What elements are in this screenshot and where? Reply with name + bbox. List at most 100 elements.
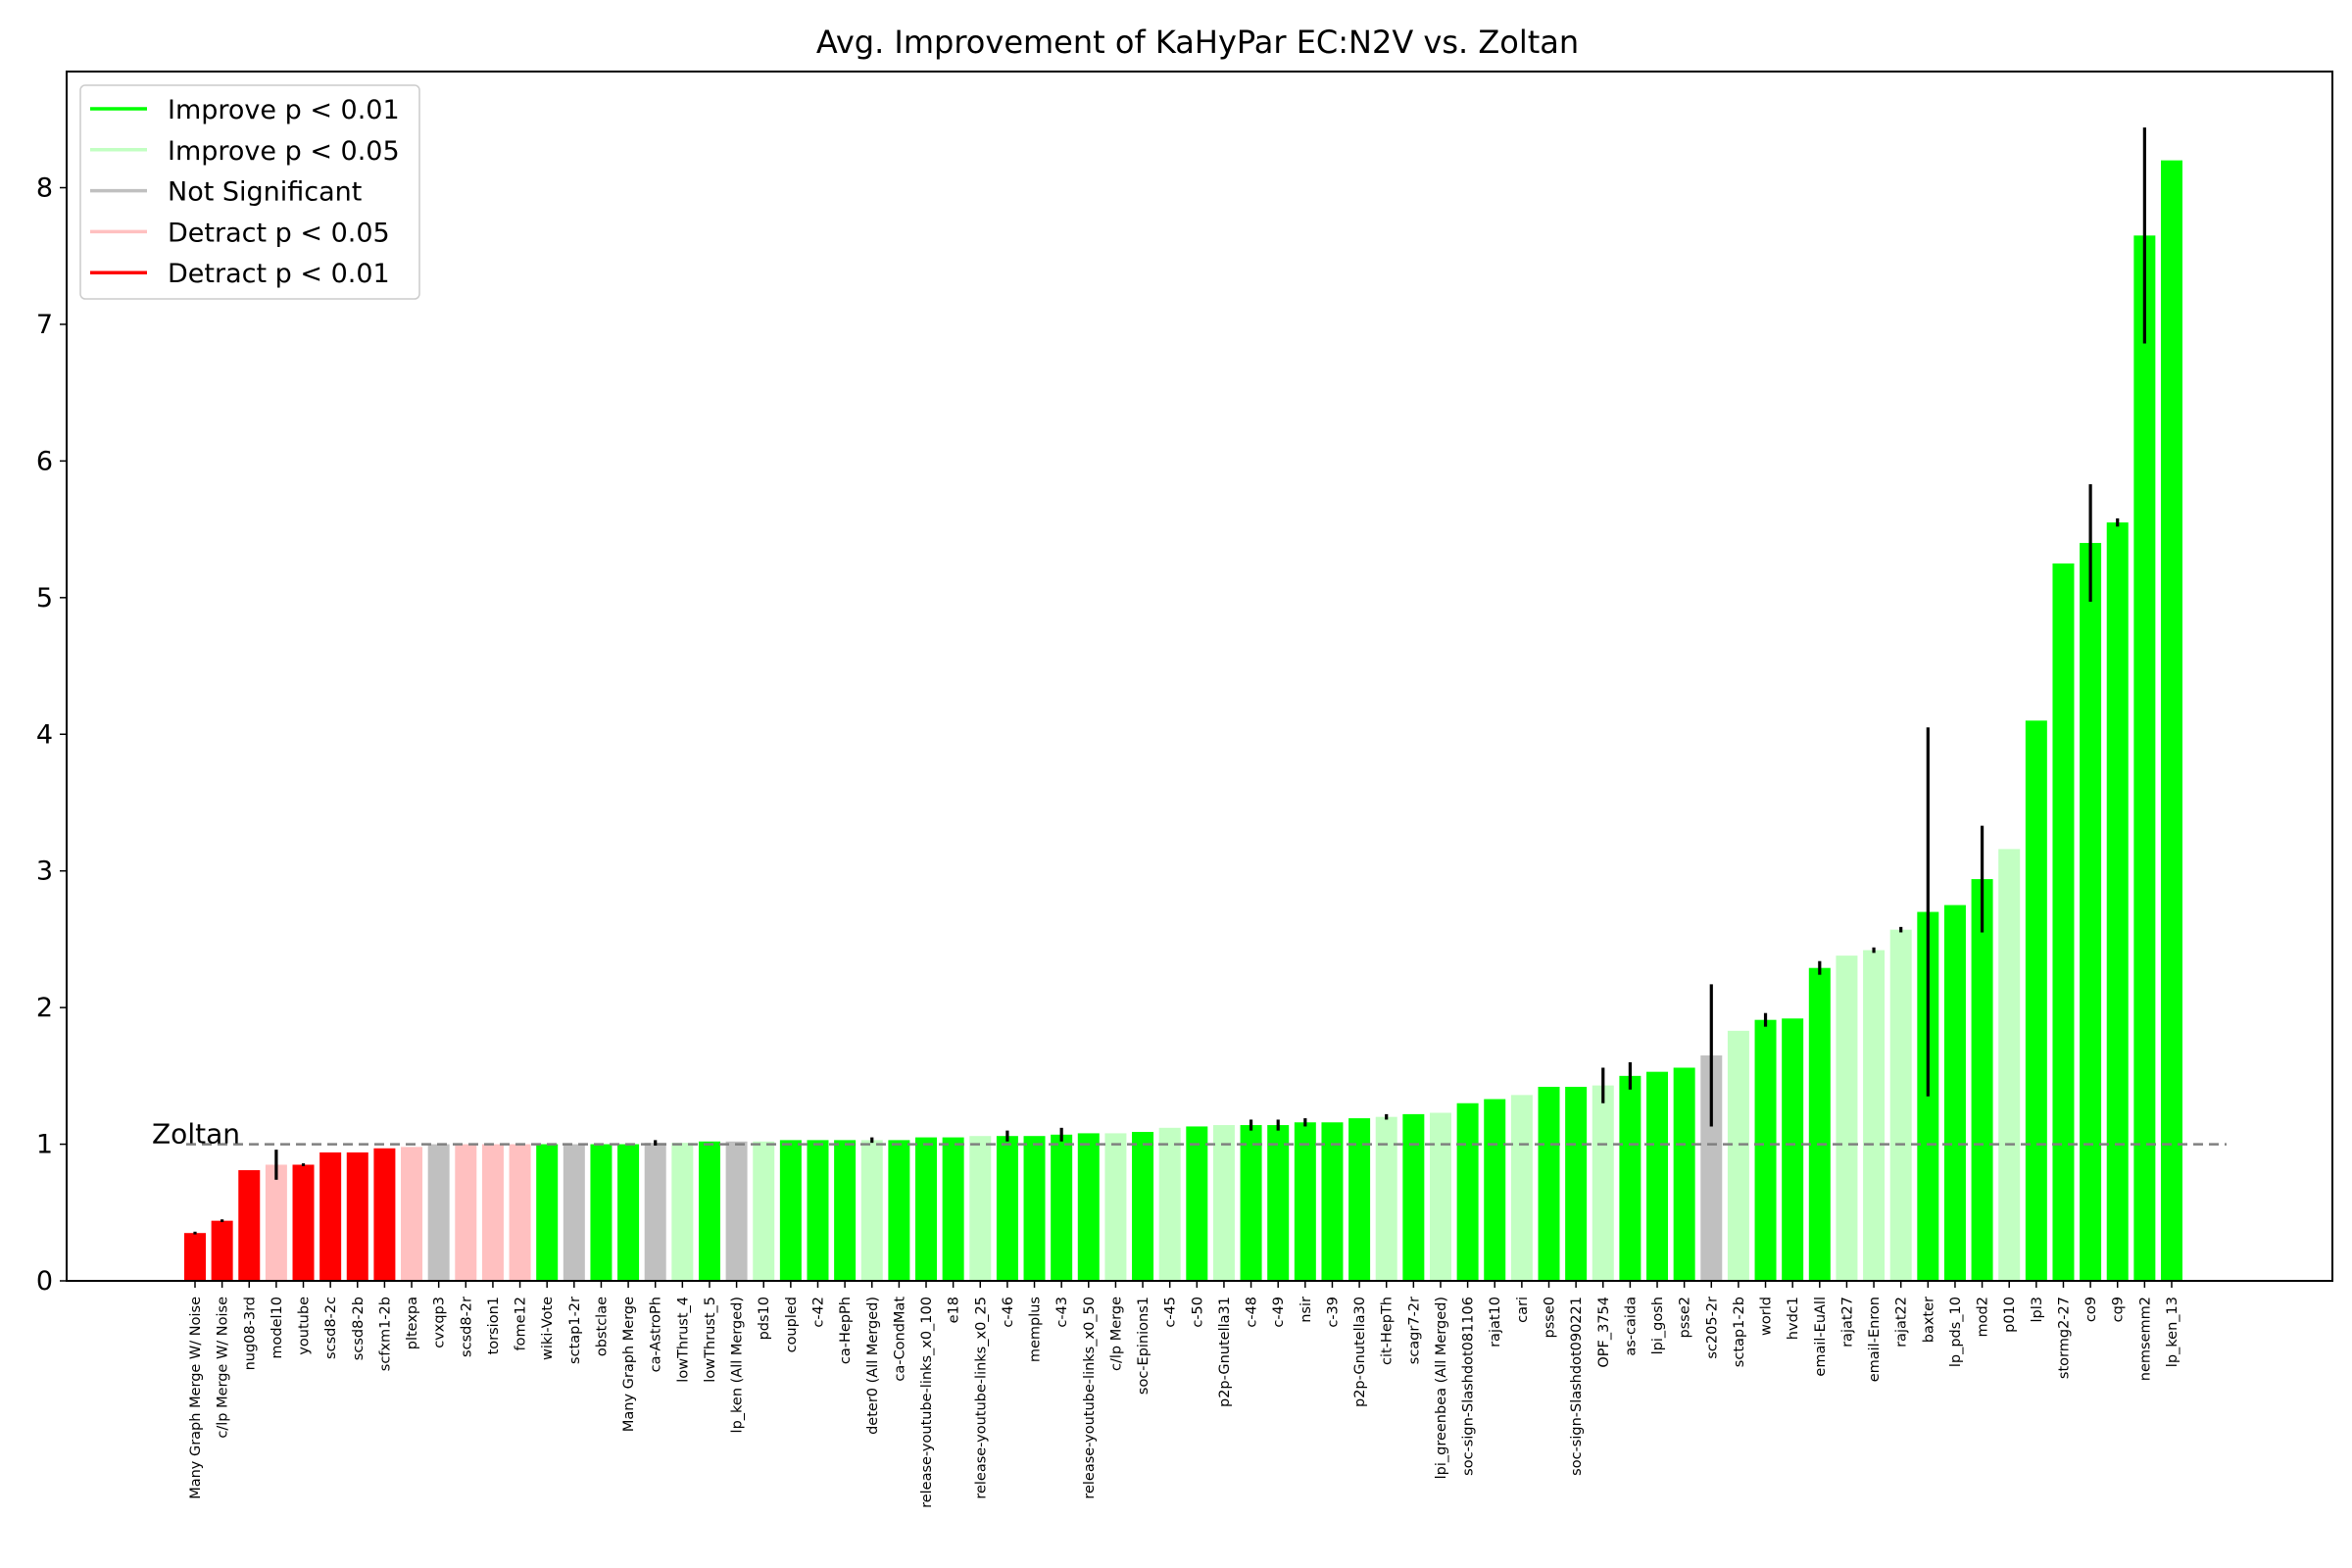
bar [969,1136,992,1281]
x-tick-label: release-youtube-links_x0_100 [919,1297,935,1508]
bar [834,1140,857,1281]
bar [1754,1019,1777,1281]
bar [942,1137,964,1281]
x-axis: Many Graph Merge W/ Noise c/lp Merge W/ N… [188,1281,2180,1508]
bar [1727,1030,1749,1281]
bar [915,1137,938,1281]
bar [1538,1087,1560,1281]
bar [2025,720,2047,1281]
x-tick-label: Many Graph Merge [621,1297,637,1432]
bar [1700,1054,1723,1281]
x-tick-label: c-39 [1325,1297,1341,1328]
legend-label: Not Significant [168,177,362,208]
bar [807,1140,829,1281]
x-tick-label: ca-HepPh [838,1297,854,1364]
bar [1402,1113,1425,1281]
bar [2052,563,2075,1281]
bar [1592,1085,1614,1281]
bar [1484,1099,1506,1281]
x-tick-label: scfxm1-2b [377,1297,393,1371]
bar [2106,522,2129,1281]
bar [1051,1134,1073,1281]
x-tick-label: soc-sign-Slashdot090221 [1569,1297,1585,1476]
x-tick-label: pltexpa [405,1297,420,1349]
bar [1294,1122,1316,1281]
bar [1782,1018,1804,1281]
x-tick-label: release-youtube-links_x0_50 [1082,1297,1098,1499]
x-tick-label: email-EuAll [1813,1297,1829,1377]
x-tick-label: rajat10 [1488,1297,1503,1348]
x-tick-label: c/lp Merge W/ Noise [216,1297,231,1439]
y-tick-label: 0 [36,1266,53,1297]
x-tick-label: deter0 (All Merged) [865,1297,881,1435]
bar [1673,1067,1695,1281]
bar [1998,849,2021,1281]
x-tick-label: c-45 [1163,1297,1179,1328]
x-tick-label: psse2 [1678,1297,1693,1338]
bar [563,1144,585,1281]
x-tick-label: cit-HepTh [1380,1297,1396,1365]
bar [1943,905,1966,1281]
x-tick-label: nemsemm2 [2137,1297,2153,1381]
x-tick-label: ca-CondMat [892,1297,907,1382]
bar [1321,1122,1344,1281]
x-tick-label: p010 [2002,1297,2018,1333]
x-tick-label: c-50 [1190,1297,1205,1328]
x-tick-label: lp_pds_10 [1948,1297,1964,1367]
x-tick-label: c-43 [1054,1297,1070,1328]
bar [238,1170,261,1281]
x-tick-label: ca-AstroPh [649,1297,664,1372]
x-tick-label: scsd8-2r [459,1297,474,1357]
bar [1158,1127,1181,1281]
bar [481,1144,504,1281]
x-tick-label: co9 [2083,1297,2099,1322]
x-tick-label: lpl3 [2030,1297,2045,1323]
x-tick-label: nsir [1298,1297,1314,1323]
x-tick-label: as-caida [1623,1297,1639,1356]
bar [292,1164,315,1281]
bar [779,1140,802,1281]
bar [1104,1133,1127,1281]
y-tick-label: 3 [36,857,53,887]
bar [1889,929,1912,1281]
bar [1212,1125,1235,1281]
bar [725,1141,748,1281]
x-tick-label: psse0 [1543,1297,1558,1338]
x-tick-label: torsion1 [486,1297,502,1354]
bar [1077,1133,1100,1281]
x-tick-label: c-49 [1271,1297,1287,1328]
x-tick-label: e18 [947,1297,962,1323]
reference-layer: Zoltan [152,1118,2227,1151]
bar [860,1140,883,1281]
bar [1565,1087,1588,1281]
y-tick-label: 5 [36,583,53,613]
x-tick-label: model10 [270,1297,285,1359]
bar [1023,1136,1046,1281]
x-tick-label: coupled [784,1297,800,1352]
bar [1863,950,1886,1281]
x-tick-label: email-Enron [1867,1297,1883,1382]
x-tick-label: p2p-Gnutella30 [1352,1297,1368,1407]
x-tick-label: lpi_gosh [1650,1297,1666,1354]
y-tick-label: 2 [36,993,53,1023]
bar [2133,235,2156,1282]
x-tick-label: rajat22 [1894,1297,1910,1348]
x-tick-label: c/lp Merge [1108,1297,1124,1371]
bar [1267,1125,1290,1281]
bar [1808,967,1831,1281]
bar [319,1152,342,1281]
x-tick-label: sctap1-2r [567,1297,583,1364]
x-tick-label: stormg2-27 [2056,1297,2072,1379]
bar [509,1144,531,1281]
x-tick-label: OPF_3754 [1596,1297,1612,1368]
bar [427,1144,450,1281]
bar [2080,543,2102,1281]
bar [536,1144,559,1281]
x-tick-label: Many Graph Merge W/ Noise [188,1297,204,1499]
bar [1510,1095,1533,1281]
bar [211,1220,233,1281]
legend-label: Improve p < 0.01 [168,95,400,125]
x-tick-label: hvdc1 [1786,1297,1801,1340]
bar [996,1136,1018,1281]
y-tick-label: 6 [36,446,53,476]
